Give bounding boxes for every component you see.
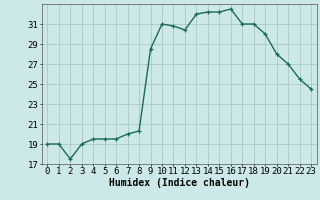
X-axis label: Humidex (Indice chaleur): Humidex (Indice chaleur)	[109, 178, 250, 188]
